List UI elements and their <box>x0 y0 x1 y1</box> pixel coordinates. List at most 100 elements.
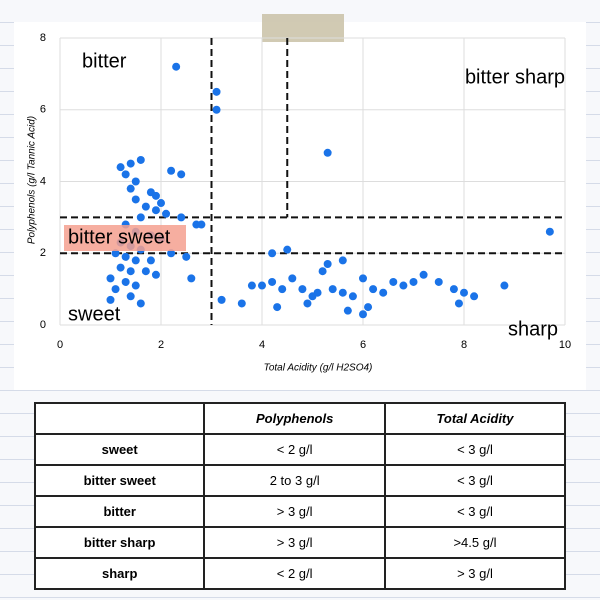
point <box>141 267 150 276</box>
point <box>419 270 428 279</box>
x-tick-label: 6 <box>360 339 366 351</box>
label-highlight <box>64 225 186 251</box>
region-label: bitter sharp <box>465 66 565 88</box>
point <box>131 177 140 186</box>
point <box>283 245 292 254</box>
table-cell: > 3 g/l <box>203 526 386 559</box>
point <box>268 249 277 258</box>
point <box>126 267 135 276</box>
table-cell: 2 to 3 g/l <box>203 464 386 497</box>
point <box>359 310 367 319</box>
point <box>288 274 297 283</box>
point <box>323 260 332 269</box>
point <box>449 285 458 294</box>
table-row: bitter sweet 2 to 3 g/l < 3 g/l <box>33 464 567 497</box>
table: Polyphenols Total Acidity sweet < 2 g/l < 3… <box>33 402 567 590</box>
point <box>328 285 337 294</box>
table-row: bitter sharp > 3 g/l >4.5 g/l <box>33 526 567 559</box>
row-header: sharp <box>33 557 206 590</box>
point <box>131 195 140 204</box>
point <box>126 184 135 193</box>
point <box>409 277 418 286</box>
region-label: bitter <box>82 50 127 72</box>
table-cell: > 3 g/l <box>203 495 386 528</box>
point <box>136 213 145 222</box>
point <box>212 87 221 96</box>
point <box>323 148 332 157</box>
point <box>313 288 322 297</box>
point <box>359 274 367 283</box>
table-row: sweet < 2 g/l < 3 g/l <box>33 433 567 466</box>
region-label: sweet <box>68 303 121 325</box>
region-label: sharp <box>508 318 558 340</box>
point <box>212 105 221 114</box>
point <box>121 170 130 179</box>
point <box>545 227 554 236</box>
table-cell: < 3 g/l <box>383 433 567 466</box>
y-tick-label: 8 <box>40 32 46 44</box>
point <box>167 166 176 175</box>
tape <box>262 14 344 42</box>
row-header: sweet <box>33 433 206 466</box>
x-tick-label: 8 <box>461 339 467 351</box>
point <box>470 292 479 301</box>
table-row: bitter > 3 g/l < 3 g/l <box>33 495 567 528</box>
table-cell: < 2 g/l <box>203 557 386 590</box>
point <box>343 306 352 315</box>
point <box>141 202 150 211</box>
row-header: bitter sharp <box>33 526 206 559</box>
point <box>146 256 155 265</box>
point <box>151 191 160 200</box>
x-axis-label: Total Acidity (g/l H2SO4) <box>264 363 373 374</box>
row-header: bitter <box>33 495 206 528</box>
table-cell: < 2 g/l <box>203 433 386 466</box>
column-header: Total Acidity <box>383 402 567 435</box>
region-label: bitter sweet <box>68 226 171 248</box>
table-cell: < 3 g/l <box>383 464 567 497</box>
table-row: sharp < 2 g/l > 3 g/l <box>33 557 567 590</box>
x-tick-label: 4 <box>259 339 265 351</box>
x-tick-label: 2 <box>158 339 164 351</box>
y-tick-label: 0 <box>40 319 46 331</box>
point <box>389 277 398 286</box>
point <box>369 285 378 294</box>
point <box>121 252 130 261</box>
point <box>318 267 327 276</box>
photo <box>14 22 586 390</box>
point <box>167 249 176 258</box>
corner <box>33 402 206 435</box>
point <box>182 252 191 261</box>
table-cell: > 3 g/l <box>383 557 567 590</box>
point <box>303 299 312 308</box>
x-tick-label: 0 <box>57 339 63 351</box>
point <box>157 199 165 208</box>
point <box>379 288 388 297</box>
point <box>237 299 246 308</box>
point <box>298 285 307 294</box>
point <box>177 170 186 179</box>
point <box>177 213 186 222</box>
point <box>278 285 287 294</box>
point <box>454 299 463 308</box>
y-tick-label: 4 <box>40 175 46 187</box>
row-header: bitter sweet <box>33 464 206 497</box>
point <box>131 256 140 265</box>
point <box>111 285 120 294</box>
y-tick-label: 2 <box>40 247 46 259</box>
point <box>162 209 171 218</box>
point <box>126 159 135 168</box>
table-header: Polyphenols Total Acidity <box>33 402 567 435</box>
point <box>268 277 277 286</box>
point <box>136 299 145 308</box>
point <box>434 277 443 286</box>
point <box>197 220 206 229</box>
table-cell: >4.5 g/l <box>383 526 567 559</box>
chart: Polyphenols (g/l Tannic Acid) Total Acid… <box>14 14 586 390</box>
point <box>131 281 140 290</box>
point <box>151 270 160 279</box>
point <box>121 277 130 286</box>
point <box>106 274 115 283</box>
point <box>258 281 266 290</box>
point <box>136 155 145 164</box>
point <box>460 288 468 297</box>
